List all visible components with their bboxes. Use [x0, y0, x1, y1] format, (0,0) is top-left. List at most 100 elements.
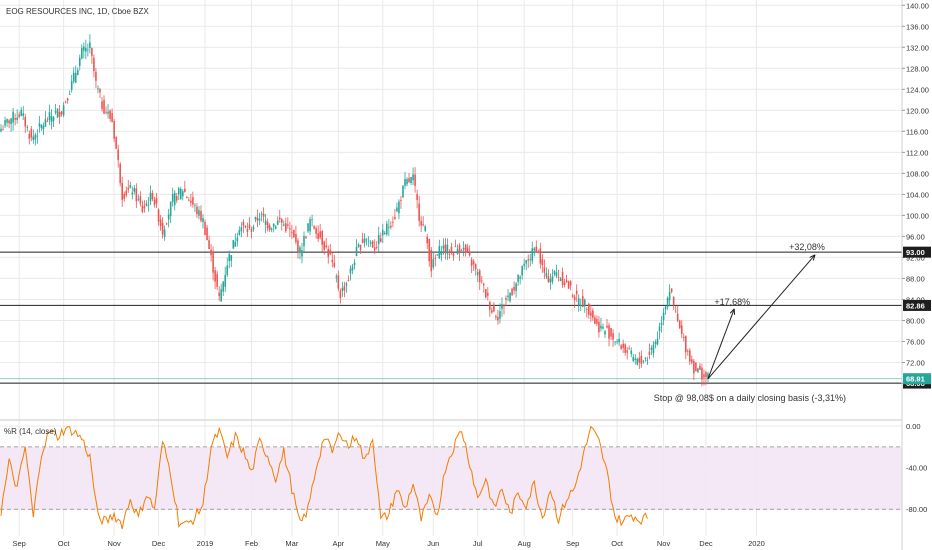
candle-278: [561, 267, 564, 288]
candle-23: [46, 117, 49, 123]
y-tick-label-3: 128.00: [906, 64, 929, 73]
candle-83: [167, 208, 170, 228]
candle-110: [222, 280, 224, 296]
candle-315: [636, 357, 639, 366]
candle-339: [684, 335, 687, 360]
candle-219: [442, 238, 445, 255]
candle-288: [581, 288, 584, 308]
candle-146: [295, 225, 297, 245]
candle-75: [151, 190, 154, 202]
candle-329: [664, 305, 667, 315]
candle-197: [398, 199, 400, 220]
candle-157: [317, 225, 319, 242]
candle-1: [2, 125, 4, 131]
candle-222: [448, 249, 451, 259]
candle-270: [545, 267, 548, 279]
candle-133: [268, 223, 271, 232]
candle-57: [115, 136, 117, 150]
candle-79: [159, 215, 162, 231]
x-tick-label-13: Oct: [611, 539, 624, 548]
candle-257: [519, 275, 521, 285]
x-tick-label-5: Feb: [245, 539, 258, 548]
annotation-plus-17: +17,68%: [714, 297, 750, 307]
candle-145: [293, 229, 295, 238]
candle-199: [402, 185, 404, 199]
x-tick-label-1: Oct: [58, 539, 71, 548]
candlestick-series: [0, 34, 709, 387]
candle-13: [26, 125, 29, 132]
candle-336: [678, 319, 681, 330]
candle-164: [331, 252, 334, 268]
x-tick-label-12: Sep: [566, 539, 579, 548]
y-tick-label-12: 92.00: [906, 253, 925, 262]
candle-101: [204, 219, 206, 236]
rsi-tick-label-2: -80.00: [906, 505, 927, 514]
candle-208: [420, 216, 422, 233]
x-tick-label-14: Nov: [657, 539, 671, 548]
candle-203: [410, 176, 412, 186]
candle-310: [626, 347, 628, 360]
x-tick-label-2: Nov: [107, 539, 121, 548]
candle-68: [137, 194, 140, 202]
candle-177: [357, 242, 360, 248]
candle-161: [325, 237, 328, 249]
candle-260: [525, 260, 527, 270]
candle-178: [359, 244, 362, 254]
candle-307: [620, 343, 622, 350]
candle-297: [600, 317, 602, 332]
candle-87: [175, 192, 178, 203]
x-tick-label-10: Jul: [473, 539, 483, 548]
candle-195: [394, 208, 396, 220]
candle-213: [430, 247, 433, 278]
candle-258: [521, 265, 523, 280]
candle-44: [89, 34, 91, 54]
candle-90: [182, 188, 184, 201]
projection-arrowhead-0: [809, 254, 816, 261]
candle-154: [311, 214, 313, 227]
candle-308: [622, 339, 624, 354]
candle-149: [301, 242, 303, 264]
candle-52: [105, 106, 107, 115]
candle-275: [555, 264, 558, 278]
candle-306: [618, 332, 620, 346]
candle-276: [557, 269, 560, 282]
candle-346: [699, 363, 701, 371]
candle-51: [103, 95, 105, 115]
candle-263: [531, 241, 534, 265]
candle-244: [493, 302, 495, 313]
candle-239: [482, 282, 485, 293]
candle-179: [361, 232, 364, 244]
y-tick-label-15: 80.00: [906, 316, 925, 325]
candle-266: [537, 249, 540, 254]
candle-176: [355, 239, 358, 257]
candle-279: [563, 278, 566, 288]
y-tick-label-17: 72.00: [906, 358, 925, 367]
candle-64: [129, 181, 132, 189]
candle-35: [70, 74, 73, 93]
candle-171: [345, 281, 348, 293]
candle-153: [309, 216, 311, 235]
candle-17: [34, 132, 37, 146]
candle-8: [16, 109, 18, 124]
candle-323: [652, 340, 655, 358]
candle-205: [414, 167, 416, 193]
candle-138: [278, 209, 281, 223]
candle-55: [111, 108, 113, 123]
candle-320: [646, 356, 649, 365]
candle-14: [28, 130, 31, 145]
candle-127: [256, 209, 259, 228]
candle-43: [87, 43, 89, 57]
candle-74: [149, 185, 152, 205]
candle-4: [8, 119, 10, 129]
time-axis-ticks: Sep Oct Nov Dec 2019 Feb Mar Apr May Jun Jul Aug Sep…: [13, 539, 765, 548]
candle-347: [701, 363, 703, 387]
candle-69: [139, 191, 142, 207]
candle-37: [74, 65, 77, 84]
candle-212: [428, 238, 431, 267]
candle-264: [533, 247, 536, 257]
candle-11: [22, 105, 25, 120]
candle-28: [56, 108, 59, 118]
candle-89: [179, 186, 182, 200]
candle-66: [133, 184, 136, 195]
